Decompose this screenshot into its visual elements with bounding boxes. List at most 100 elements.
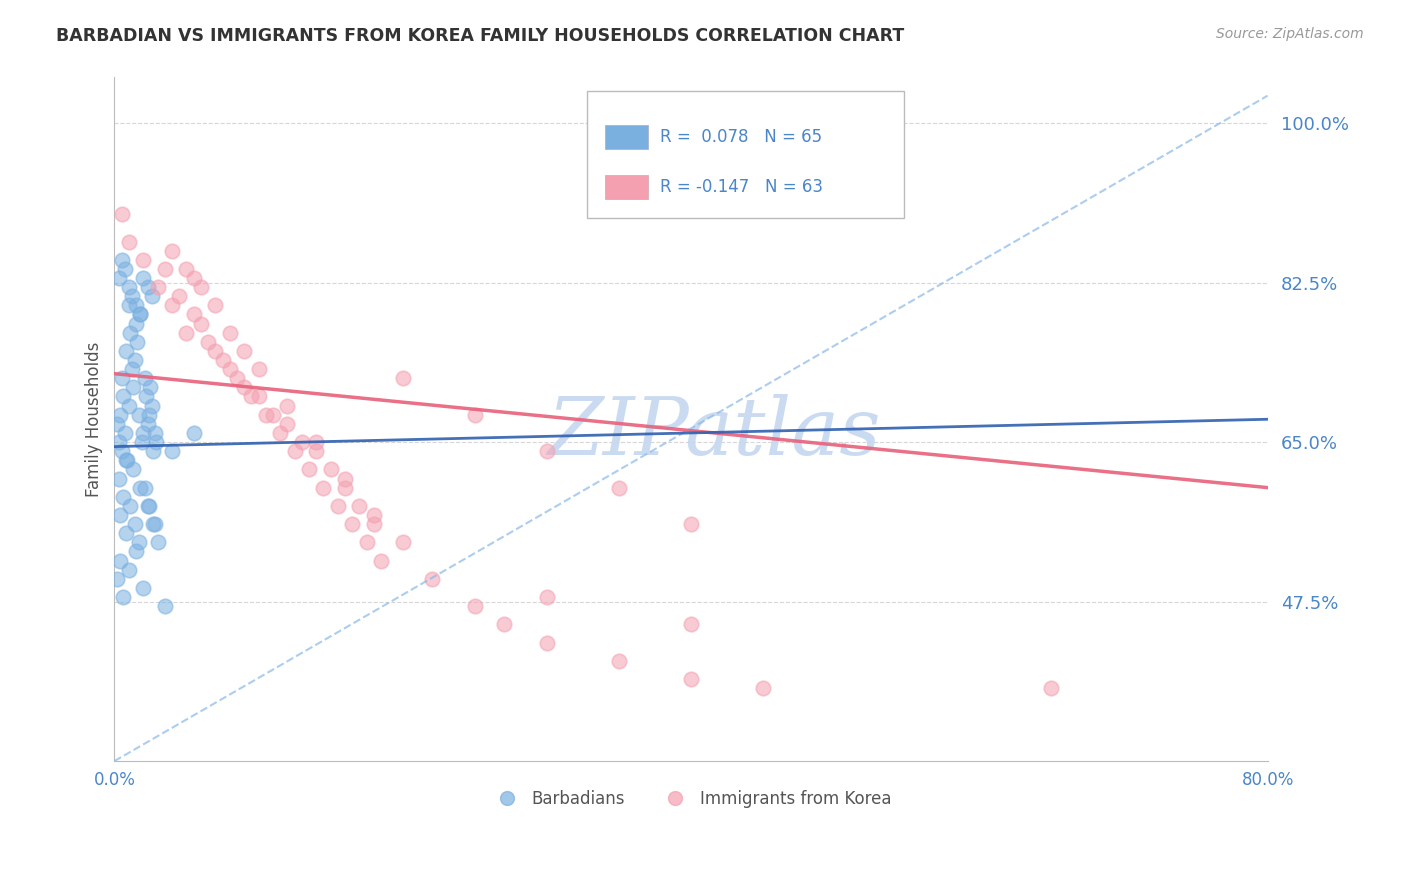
Point	[135, 389, 157, 403]
Point	[108, 508, 131, 522]
Point	[125, 298, 148, 312]
Point	[139, 380, 162, 394]
Point	[110, 207, 132, 221]
Point	[247, 389, 270, 403]
Point	[183, 271, 205, 285]
Point	[536, 444, 558, 458]
Point	[120, 499, 142, 513]
Point	[112, 389, 135, 403]
Point	[349, 499, 371, 513]
Bar	[605, 125, 648, 149]
Point	[197, 334, 219, 349]
Point	[122, 462, 145, 476]
Point	[136, 417, 159, 431]
Point	[136, 499, 159, 513]
Point	[160, 444, 183, 458]
Point	[134, 481, 156, 495]
Point	[333, 471, 356, 485]
Point	[291, 435, 314, 450]
Point	[204, 343, 226, 358]
Point	[143, 425, 166, 440]
Point	[679, 672, 702, 686]
FancyBboxPatch shape	[588, 91, 904, 218]
Point	[129, 481, 152, 495]
Point	[276, 399, 298, 413]
Point	[142, 517, 165, 532]
Point	[269, 425, 291, 440]
Point	[218, 362, 240, 376]
Point	[118, 399, 141, 413]
Point	[363, 517, 385, 532]
Point	[142, 444, 165, 458]
Text: R =  0.078   N = 65: R = 0.078 N = 65	[659, 128, 823, 146]
Point	[134, 371, 156, 385]
Point	[679, 517, 702, 532]
Point	[536, 590, 558, 604]
Point	[115, 526, 138, 541]
Point	[122, 380, 145, 394]
Point	[247, 362, 270, 376]
Point	[143, 517, 166, 532]
Text: ZIPatlas: ZIPatlas	[547, 394, 880, 472]
Point	[105, 417, 128, 431]
Point	[128, 535, 150, 549]
Point	[160, 298, 183, 312]
Point	[110, 371, 132, 385]
Point	[107, 271, 129, 285]
Point	[114, 261, 136, 276]
Point	[107, 435, 129, 450]
Point	[607, 481, 630, 495]
Point	[420, 572, 443, 586]
Point	[125, 317, 148, 331]
Point	[132, 581, 155, 595]
Bar	[605, 175, 648, 199]
Point	[226, 371, 249, 385]
Point	[176, 261, 198, 276]
Point	[233, 343, 256, 358]
Point	[298, 462, 321, 476]
Point	[752, 681, 775, 695]
Point	[607, 654, 630, 668]
Point	[112, 590, 135, 604]
Point	[128, 408, 150, 422]
Point	[124, 517, 146, 532]
Point	[153, 599, 176, 614]
Point	[305, 435, 328, 450]
Point	[121, 362, 143, 376]
Point	[204, 298, 226, 312]
Point	[132, 252, 155, 267]
Point	[342, 517, 364, 532]
Point	[305, 444, 328, 458]
Point	[131, 435, 153, 450]
Point	[233, 380, 256, 394]
Point	[492, 617, 515, 632]
Point	[333, 481, 356, 495]
Point	[190, 280, 212, 294]
Point	[319, 462, 342, 476]
Point	[1040, 681, 1063, 695]
Point	[117, 453, 139, 467]
Point	[129, 308, 152, 322]
Point	[146, 280, 169, 294]
Point	[160, 244, 183, 258]
Point	[110, 444, 132, 458]
Point	[127, 334, 149, 349]
Point	[132, 271, 155, 285]
Point	[108, 408, 131, 422]
Point	[679, 617, 702, 632]
Legend: Barbadians, Immigrants from Korea: Barbadians, Immigrants from Korea	[484, 783, 898, 814]
Point	[120, 326, 142, 340]
Point	[129, 308, 152, 322]
Text: BARBADIAN VS IMMIGRANTS FROM KOREA FAMILY HOUSEHOLDS CORRELATION CHART: BARBADIAN VS IMMIGRANTS FROM KOREA FAMIL…	[56, 27, 904, 45]
Point	[183, 308, 205, 322]
Point	[254, 408, 277, 422]
Point	[464, 408, 486, 422]
Point	[262, 408, 284, 422]
Point	[370, 553, 392, 567]
Point	[218, 326, 240, 340]
Point	[536, 635, 558, 649]
Text: R = -0.147   N = 63: R = -0.147 N = 63	[659, 178, 823, 196]
Point	[363, 508, 385, 522]
Point	[112, 490, 135, 504]
Point	[183, 425, 205, 440]
